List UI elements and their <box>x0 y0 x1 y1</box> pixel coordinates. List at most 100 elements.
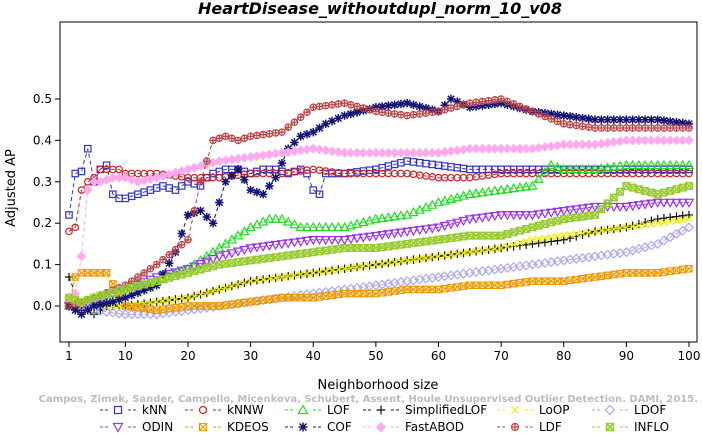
data-point <box>258 190 268 199</box>
data-point <box>214 252 225 262</box>
data-point <box>101 306 112 317</box>
data-point <box>284 272 292 280</box>
data-point <box>278 273 286 281</box>
data-point <box>678 118 687 128</box>
series-line <box>68 214 690 315</box>
data-point <box>428 253 436 261</box>
data-point <box>345 220 357 230</box>
data-point <box>278 128 286 136</box>
data-point <box>364 232 375 242</box>
data-point <box>528 223 537 232</box>
data-point <box>591 210 600 219</box>
data-point <box>308 143 319 154</box>
data-point <box>578 229 587 237</box>
data-point <box>503 229 512 238</box>
data-point <box>683 159 695 170</box>
data-point <box>678 124 687 132</box>
data-point <box>679 216 687 224</box>
data-point <box>616 124 624 132</box>
data-point <box>453 250 461 258</box>
data-point <box>308 221 319 232</box>
data-point <box>434 107 443 116</box>
data-point <box>495 211 507 221</box>
data-point <box>635 222 643 230</box>
data-point <box>428 108 437 117</box>
data-point <box>677 159 688 170</box>
data-point <box>351 234 363 244</box>
legend-marker <box>198 405 208 415</box>
legend: kNN kNNW LOF SimplifiedLOF LoOP LDOF ODIN KDEOS… <box>100 403 669 434</box>
data-point <box>685 165 693 174</box>
data-point <box>395 210 407 220</box>
data-point <box>566 231 574 239</box>
data-point <box>76 251 87 262</box>
data-point <box>395 228 407 238</box>
data-point <box>127 277 136 285</box>
data-point <box>534 221 543 230</box>
data-point <box>71 169 80 178</box>
data-point <box>516 239 524 247</box>
data-point <box>65 302 73 310</box>
data-point <box>621 159 632 170</box>
data-point <box>82 185 93 195</box>
data-point <box>220 250 231 261</box>
data-point <box>301 236 313 247</box>
data-point <box>384 259 393 267</box>
data-point <box>483 212 494 222</box>
data-point <box>245 244 256 254</box>
data-point <box>516 102 524 111</box>
data-point <box>445 220 457 230</box>
series-inflo <box>65 181 693 306</box>
x-tick-label: 40 <box>306 349 321 363</box>
data-point <box>402 98 412 108</box>
data-point <box>177 229 186 238</box>
data-point <box>115 165 123 174</box>
data-point <box>327 146 337 157</box>
data-point <box>483 186 494 196</box>
data-point <box>139 286 149 295</box>
data-point <box>658 159 670 170</box>
y-tick-label: 0.0 <box>33 299 52 313</box>
data-point <box>672 212 681 221</box>
data-point <box>666 186 675 195</box>
data-point <box>265 275 274 283</box>
data-point <box>577 204 588 214</box>
data-point <box>389 229 400 239</box>
data-point <box>653 214 662 224</box>
data-point <box>614 202 626 213</box>
data-point <box>572 121 581 130</box>
data-point <box>665 232 676 243</box>
data-point <box>326 235 338 246</box>
data-point <box>503 97 512 106</box>
data-point <box>171 186 180 194</box>
data-point <box>83 305 92 315</box>
data-point <box>177 182 186 190</box>
y-axis-label: Adjusted AP <box>4 149 19 227</box>
data-point <box>71 305 80 315</box>
data-point <box>359 262 367 270</box>
data-point <box>109 280 117 288</box>
data-point <box>559 120 568 128</box>
data-point <box>415 110 424 118</box>
data-point <box>327 116 337 126</box>
data-point <box>301 221 313 232</box>
legend-marker <box>376 405 386 415</box>
data-point <box>228 134 236 143</box>
data-point <box>439 221 450 232</box>
data-point <box>440 101 449 110</box>
data-point <box>553 216 562 225</box>
data-point <box>339 221 350 232</box>
data-point <box>102 299 111 308</box>
data-point <box>271 173 280 182</box>
y-tick-label: 0.2 <box>33 216 52 230</box>
y-axis: 0.0 0.1 0.2 0.3 0.4 0.5 <box>33 92 60 313</box>
data-point <box>621 202 632 213</box>
data-point <box>597 227 605 235</box>
data-point <box>416 255 424 263</box>
data-point <box>346 109 356 119</box>
data-point <box>510 241 518 249</box>
data-point <box>514 211 526 221</box>
data-point <box>660 124 668 132</box>
data-point <box>520 181 532 191</box>
data-point <box>647 220 656 228</box>
